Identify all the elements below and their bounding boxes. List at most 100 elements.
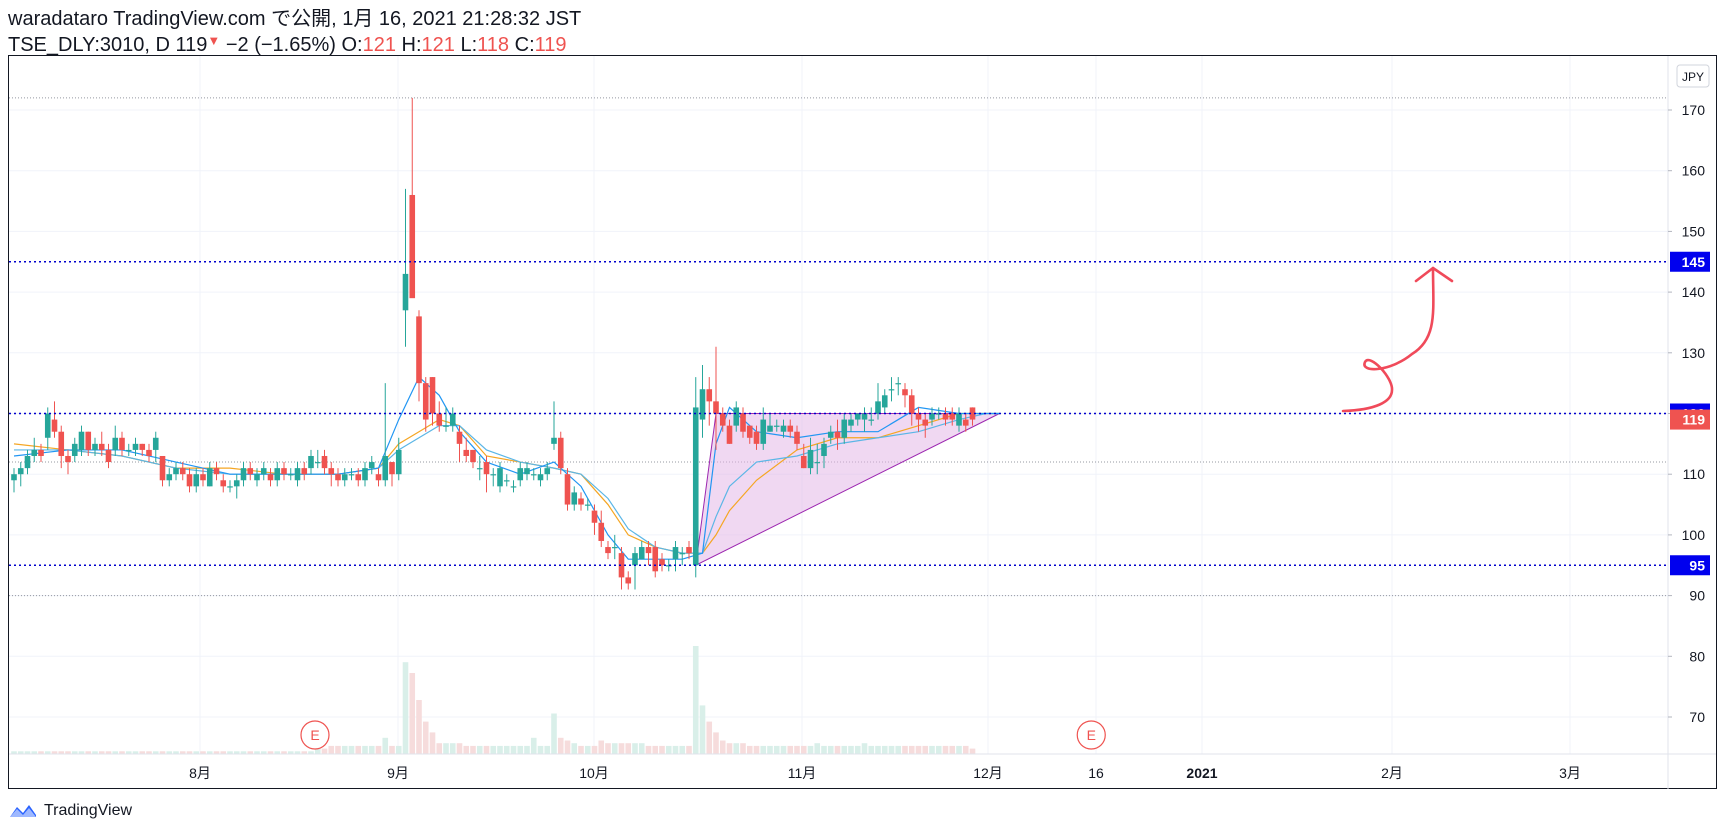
- open-value: 121: [362, 34, 396, 56]
- volume-bar: [429, 732, 436, 754]
- volume-bar: [942, 745, 949, 754]
- candle-body: [814, 462, 821, 464]
- candle-body: [274, 468, 281, 481]
- volume-bar: [699, 705, 706, 754]
- volume-bar: [503, 745, 510, 754]
- volume-bar: [186, 751, 193, 754]
- candle-body: [949, 413, 956, 420]
- volume-bar: [760, 745, 767, 754]
- y-tick-label: 170: [1682, 102, 1706, 118]
- volume-bar: [409, 673, 416, 754]
- candle-body: [321, 455, 328, 469]
- candle-body: [773, 425, 780, 427]
- volume-bar: [281, 751, 287, 754]
- low-label: L:: [460, 34, 478, 56]
- volume-bar: [213, 751, 220, 754]
- candle-body: [841, 419, 848, 438]
- volume-bar: [733, 743, 740, 754]
- volume-bar: [706, 721, 713, 754]
- volume-bar: [220, 751, 227, 754]
- candle-body: [908, 395, 915, 414]
- volume-bar: [544, 745, 551, 754]
- candle-body: [895, 383, 902, 385]
- volume-bar: [895, 745, 902, 754]
- volume-bar: [240, 751, 247, 754]
- volume-bar: [611, 743, 618, 754]
- candle-body: [598, 522, 605, 541]
- candle-body: [335, 474, 341, 481]
- y-tick-label: 160: [1682, 163, 1706, 179]
- volume-bar: [645, 745, 652, 754]
- candle-body: [922, 419, 929, 426]
- candle-body: [193, 474, 200, 487]
- candle-body: [382, 455, 389, 481]
- volume-bar: [166, 751, 173, 754]
- volume-bar: [227, 751, 233, 754]
- y-tick-label: 150: [1682, 223, 1706, 239]
- volume-bar: [935, 745, 942, 754]
- volume-bar: [591, 745, 598, 754]
- x-tick-label: 9月: [387, 765, 409, 781]
- volume-bar: [105, 751, 112, 754]
- candle-body: [11, 474, 17, 481]
- candle-body: [915, 413, 922, 420]
- volume-bar: [807, 745, 814, 754]
- candle-body: [665, 565, 672, 567]
- volume-bar: [112, 751, 119, 754]
- candle-body: [760, 419, 767, 444]
- volume-bar: [362, 745, 368, 754]
- candle-body: [206, 468, 213, 487]
- candle-body: [85, 431, 92, 450]
- volume-bar: [173, 751, 179, 754]
- volume-bar: [132, 751, 139, 754]
- volume-bar: [740, 743, 746, 754]
- candle-body: [227, 486, 233, 488]
- volume-bar: [557, 737, 564, 754]
- volume-bar: [719, 740, 726, 754]
- volume-bar: [78, 751, 85, 754]
- candle-body: [571, 492, 578, 505]
- candle-body: [881, 395, 888, 408]
- candle-body: [767, 425, 773, 432]
- volume-bar: [746, 745, 753, 754]
- candle-body: [281, 468, 287, 475]
- candle-body: [632, 553, 638, 566]
- volume-bar: [780, 745, 787, 754]
- volume-bar: [497, 745, 503, 754]
- volume-bar: [868, 745, 875, 754]
- close-value: 119: [534, 34, 567, 56]
- candle-body: [490, 474, 497, 476]
- volume-bar: [915, 745, 922, 754]
- volume-bar: [517, 745, 524, 754]
- volume-bar: [854, 745, 861, 754]
- candle-body: [301, 468, 308, 475]
- candle-body: [686, 547, 692, 554]
- volume-bar: [584, 745, 591, 754]
- candle-body: [119, 437, 125, 450]
- price-label-box: [1670, 555, 1710, 576]
- volume-bar: [686, 745, 692, 754]
- earnings-marker: [1076, 720, 1106, 750]
- candle-body: [308, 455, 314, 469]
- candle-body: [422, 383, 429, 420]
- candle-body: [456, 431, 463, 444]
- y-tick-label: 100: [1682, 527, 1706, 543]
- candle-body: [868, 419, 875, 421]
- volume-bar: [287, 751, 294, 754]
- volume-bar: [24, 751, 31, 754]
- candle-body: [463, 449, 470, 456]
- arrow-head: [1414, 266, 1454, 283]
- candle-body: [362, 468, 368, 481]
- volume-bar: [308, 751, 314, 754]
- candle-body: [713, 401, 719, 414]
- volume-bar: [206, 751, 213, 754]
- chart-frame: [8, 55, 1717, 789]
- candle-body: [942, 413, 949, 420]
- x-tick-label: 11月: [788, 765, 817, 781]
- candle-body: [517, 468, 524, 481]
- candle-body: [200, 474, 206, 481]
- volume-bar: [98, 751, 105, 754]
- volume-bar: [875, 745, 881, 754]
- candle-body: [726, 425, 733, 444]
